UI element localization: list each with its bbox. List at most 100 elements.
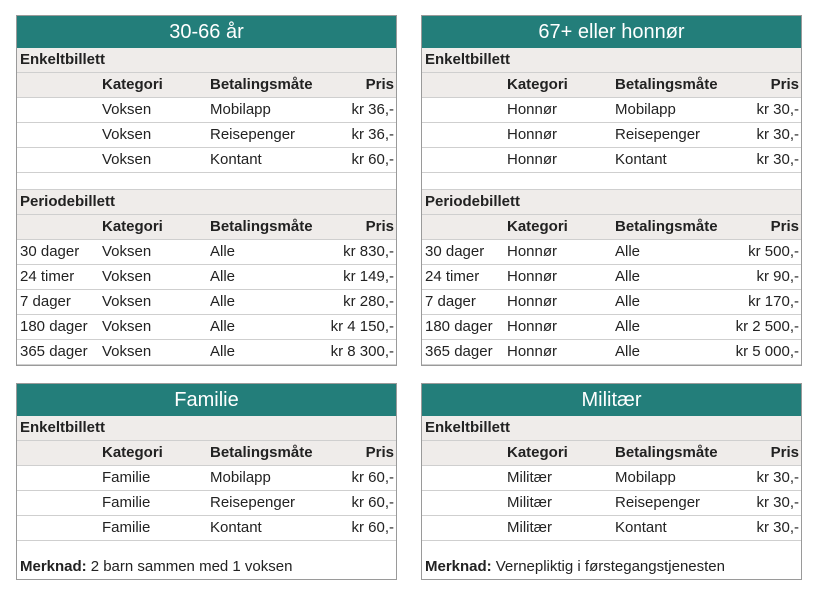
row-cell: 30 dager: [425, 243, 485, 260]
section-title: Enkeltbillett: [17, 48, 396, 73]
row-cell: 24 timer: [425, 268, 480, 285]
price: kr 500,-: [748, 243, 799, 260]
price-row: 180 dager Honnør Alle kr 2 500,-: [422, 315, 801, 340]
column-header: Betalingsmåte: [615, 76, 718, 93]
row-cell: Mobilapp: [615, 469, 676, 486]
price-row: Honnør Reisepenger kr 30,-: [422, 123, 801, 148]
column-header: Kategori: [102, 218, 163, 235]
column-header-row: Kategori Betalingsmåte Pris: [17, 215, 396, 240]
row-cell: Reisepenger: [615, 494, 701, 511]
price: kr 5 000,-: [735, 343, 799, 360]
note-line: Merknad: 2 barn sammen med 1 voksen: [20, 558, 292, 575]
price: kr 36,-: [351, 101, 394, 118]
price-row: Militær Mobilapp kr 30,-: [422, 466, 801, 491]
row-cell: Honnør: [507, 318, 558, 335]
price-row: Familie Mobilapp kr 60,-: [17, 466, 396, 491]
row-cell: Honnør: [507, 343, 558, 360]
row-cell: Alle: [210, 318, 236, 335]
row-cell: Voksen: [102, 126, 152, 143]
row-cell: 180 dager: [20, 318, 88, 335]
price-row: 365 dager Honnør Alle kr 5 000,-: [422, 340, 801, 365]
row-cell: 7 dager: [425, 293, 476, 310]
price: kr 149,-: [343, 268, 394, 285]
row-cell: Honnør: [507, 243, 558, 260]
row-cell: 24 timer: [20, 268, 75, 285]
row-cell: Alle: [615, 243, 641, 260]
row-cell: Alle: [615, 318, 641, 335]
row-cell: Honnør: [507, 101, 558, 118]
price: kr 30,-: [756, 494, 799, 511]
column-header: Kategori: [102, 444, 163, 461]
row-cell: Alle: [210, 268, 236, 285]
note: Merknad: 2 barn sammen med 1 voksen: [17, 541, 396, 579]
section-title: Enkeltbillett: [422, 416, 801, 441]
row-cell: Voksen: [102, 101, 152, 118]
row-cell: 365 dager: [20, 343, 88, 360]
price: kr 4 150,-: [330, 318, 394, 335]
price-row: Honnør Mobilapp kr 30,-: [422, 98, 801, 123]
price-row: 30 dager Voksen Alle kr 830,-: [17, 240, 396, 265]
spacer-row: [17, 173, 396, 190]
row-cell: Voksen: [102, 343, 152, 360]
section-title: Periodebillett: [17, 190, 396, 215]
column-header: Pris: [365, 444, 394, 461]
row-cell: Kontant: [210, 151, 262, 168]
row-cell: Familie: [102, 519, 151, 536]
row-cell: Voksen: [102, 293, 152, 310]
column-header-row: Kategori Betalingsmåte Pris: [17, 441, 396, 466]
panel-title: 67+ eller honnør: [422, 16, 801, 48]
price: kr 170,-: [748, 293, 799, 310]
column-header: Betalingsmåte: [210, 444, 313, 461]
row-cell: Alle: [210, 293, 236, 310]
row-cell: Voksen: [102, 243, 152, 260]
row-cell: Alle: [210, 343, 236, 360]
row-cell: Alle: [615, 293, 641, 310]
column-header: Pris: [365, 76, 394, 93]
section-title: Enkeltbillett: [17, 416, 396, 441]
column-header: Betalingsmåte: [210, 218, 313, 235]
section-title: Enkeltbillett: [422, 48, 801, 73]
row-cell: Alle: [615, 343, 641, 360]
note-label: Merknad:: [425, 558, 492, 575]
column-header: Betalingsmåte: [615, 218, 718, 235]
row-cell: Mobilapp: [210, 469, 271, 486]
price: kr 60,-: [351, 151, 394, 168]
panel-title: Familie: [17, 384, 396, 416]
row-cell: 30 dager: [20, 243, 80, 260]
price: kr 30,-: [756, 101, 799, 118]
column-header: Betalingsmåte: [210, 76, 313, 93]
row-cell: Militær: [507, 469, 552, 486]
price: kr 60,-: [351, 469, 394, 486]
price-row: 24 timer Honnør Alle kr 90,-: [422, 265, 801, 290]
row-cell: 180 dager: [425, 318, 493, 335]
row-cell: Mobilapp: [210, 101, 271, 118]
column-header: Pris: [365, 218, 394, 235]
row-cell: Kontant: [615, 151, 667, 168]
row-cell: Alle: [615, 268, 641, 285]
price-row: Familie Kontant kr 60,-: [17, 516, 396, 541]
price: kr 60,-: [351, 519, 394, 536]
column-header: Kategori: [507, 76, 568, 93]
spacer-row: [422, 173, 801, 190]
row-cell: 7 dager: [20, 293, 71, 310]
price-row: 7 dager Honnør Alle kr 170,-: [422, 290, 801, 315]
price-row: 365 dager Voksen Alle kr 8 300,-: [17, 340, 396, 365]
row-cell: Reisepenger: [210, 126, 296, 143]
note-text: 2 barn sammen med 1 voksen: [90, 558, 293, 575]
price-row: 24 timer Voksen Alle kr 149,-: [17, 265, 396, 290]
note-text: Vernepliktig i førstegangstjenesten: [495, 558, 725, 575]
column-header: Kategori: [102, 76, 163, 93]
price: kr 90,-: [756, 268, 799, 285]
row-cell: Militær: [507, 519, 552, 536]
column-header: Pris: [770, 218, 799, 235]
column-header: Kategori: [507, 218, 568, 235]
price: kr 30,-: [756, 126, 799, 143]
price-row: 180 dager Voksen Alle kr 4 150,-: [17, 315, 396, 340]
price-row: 7 dager Voksen Alle kr 280,-: [17, 290, 396, 315]
row-cell: Honnør: [507, 268, 558, 285]
column-header-row: Kategori Betalingsmåte Pris: [422, 215, 801, 240]
note-label: Merknad:: [20, 558, 87, 575]
price: kr 2 500,-: [735, 318, 799, 335]
price-row: Voksen Mobilapp kr 36,-: [17, 98, 396, 123]
